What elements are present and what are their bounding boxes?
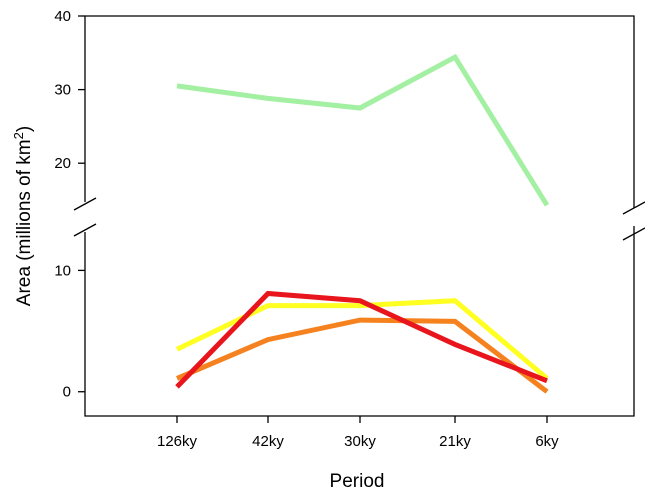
axis-ticks: 20 30 40 0 10 126ky 42ky 30ky 21ky 6ky [54,8,559,450]
y-axis-title-suffix: ) [14,126,35,132]
series-lines [177,57,547,392]
x-tick-label: 21ky [439,433,471,450]
plot-frame-group [74,16,645,416]
series-line [177,57,547,205]
y-tick-label: 40 [54,8,71,25]
y-axis-title: Area (millions of km2) [11,126,36,306]
series-line [177,301,547,379]
y-tick-label: 0 [63,384,71,401]
y-axis-title-superscript: 2 [11,132,26,139]
x-axis-title: Period [330,471,385,492]
x-tick-label: 42ky [252,433,284,450]
x-tick-label: 6ky [535,433,559,450]
y-tick-label: 20 [54,155,71,172]
x-tick-label: 30ky [344,433,376,450]
y-tick-label: 30 [54,82,71,99]
y-axis-title-text: Area (millions of km [14,139,35,306]
upper-panel-frame [85,16,634,208]
y-tick-label: 10 [54,262,71,279]
x-tick-label: 126ky [157,433,198,450]
